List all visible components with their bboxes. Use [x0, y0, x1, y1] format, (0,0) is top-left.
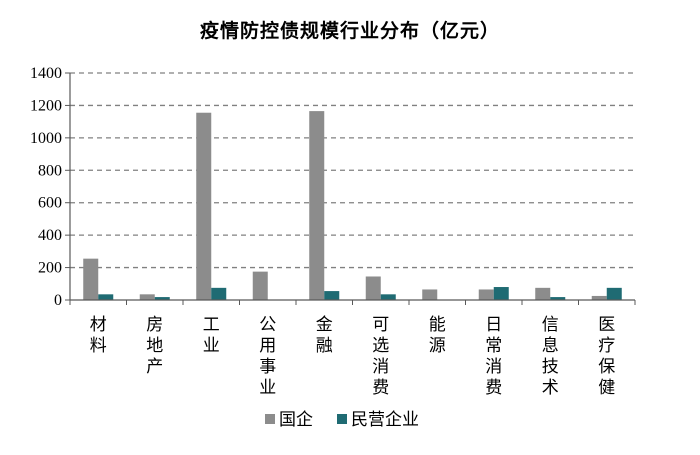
y-tick-label: 1000	[30, 130, 62, 147]
bar-state-owned-0	[83, 258, 99, 300]
category-char: 公	[259, 315, 276, 335]
bar-state-owned-1	[139, 294, 155, 300]
category-label: 材料	[90, 315, 107, 356]
y-tick-label: 0	[54, 292, 62, 309]
bar-state-owned-6	[422, 289, 438, 300]
category-char: 日	[485, 315, 502, 335]
y-tick-label: 800	[38, 162, 62, 179]
category-char: 费	[372, 378, 389, 398]
bar-private-5	[380, 294, 396, 300]
category-char: 料	[90, 336, 107, 356]
bar-state-owned-5	[365, 276, 381, 300]
category-char: 业	[203, 336, 220, 356]
category-label: 房地产	[146, 315, 163, 377]
y-tick-labels: 0 200 400 600 800 1000 1200 1400	[30, 65, 62, 309]
category-char: 选	[372, 336, 389, 356]
axes	[65, 72, 636, 305]
category-char: 用	[259, 336, 276, 356]
bar-private-2	[211, 287, 227, 300]
category-char: 地	[146, 336, 163, 356]
bar-state-owned-4	[309, 111, 325, 300]
category-char: 工	[203, 315, 220, 335]
bar-private-0	[98, 294, 114, 300]
y-tick-label: 400	[38, 227, 62, 244]
category-char: 健	[598, 378, 615, 398]
bar-state-owned-7	[478, 289, 494, 300]
category-char: 术	[542, 378, 559, 398]
category-char: 材	[90, 315, 107, 335]
bar-state-owned-2	[196, 112, 212, 300]
legend-swatch-state-owned	[265, 414, 275, 424]
bar-private-8	[550, 297, 566, 300]
bar-private-4	[324, 291, 340, 300]
category-char: 金	[316, 315, 333, 335]
category-char: 事	[259, 357, 276, 377]
y-tick-label: 200	[38, 260, 62, 277]
category-char: 能	[429, 315, 446, 335]
category-label: 金融	[316, 315, 333, 356]
category-char: 费	[485, 378, 502, 398]
category-char: 消	[372, 357, 389, 377]
category-char: 产	[146, 357, 163, 377]
bar-private-1	[154, 297, 170, 300]
category-char: 融	[316, 336, 333, 356]
bar-private-7	[493, 287, 509, 300]
chart-title: 疫情防控债规模行业分布（亿元）	[199, 20, 500, 42]
category-char: 息	[542, 336, 559, 356]
bar-state-owned-9	[591, 295, 607, 300]
legend-label-state-owned: 国企	[279, 410, 313, 430]
category-char: 源	[429, 336, 446, 356]
y-tick-label: 600	[38, 195, 62, 212]
category-char: 房	[146, 315, 163, 335]
legend-label-private: 民营企业	[351, 410, 419, 430]
category-label: 能源	[429, 315, 446, 356]
legend-swatch-private	[337, 414, 347, 424]
bar-state-owned-3	[252, 271, 268, 300]
category-char: 常	[485, 336, 502, 356]
bar-private-9	[606, 287, 622, 300]
category-char: 可	[372, 315, 389, 335]
category-char: 技	[542, 357, 559, 377]
gridlines	[70, 72, 635, 269]
bar-state-owned-8	[535, 287, 551, 300]
category-char: 消	[485, 357, 502, 377]
y-tick-label: 1400	[30, 65, 62, 82]
legend: 国企 民营企业	[265, 410, 419, 430]
category-char: 保	[598, 357, 615, 377]
y-tick-label: 1200	[30, 97, 62, 114]
bars	[83, 111, 622, 300]
category-label: 工业	[203, 315, 220, 356]
category-char: 疗	[598, 336, 615, 356]
category-char: 信	[542, 315, 559, 335]
category-char: 医	[598, 315, 615, 335]
category-char: 业	[259, 378, 276, 398]
